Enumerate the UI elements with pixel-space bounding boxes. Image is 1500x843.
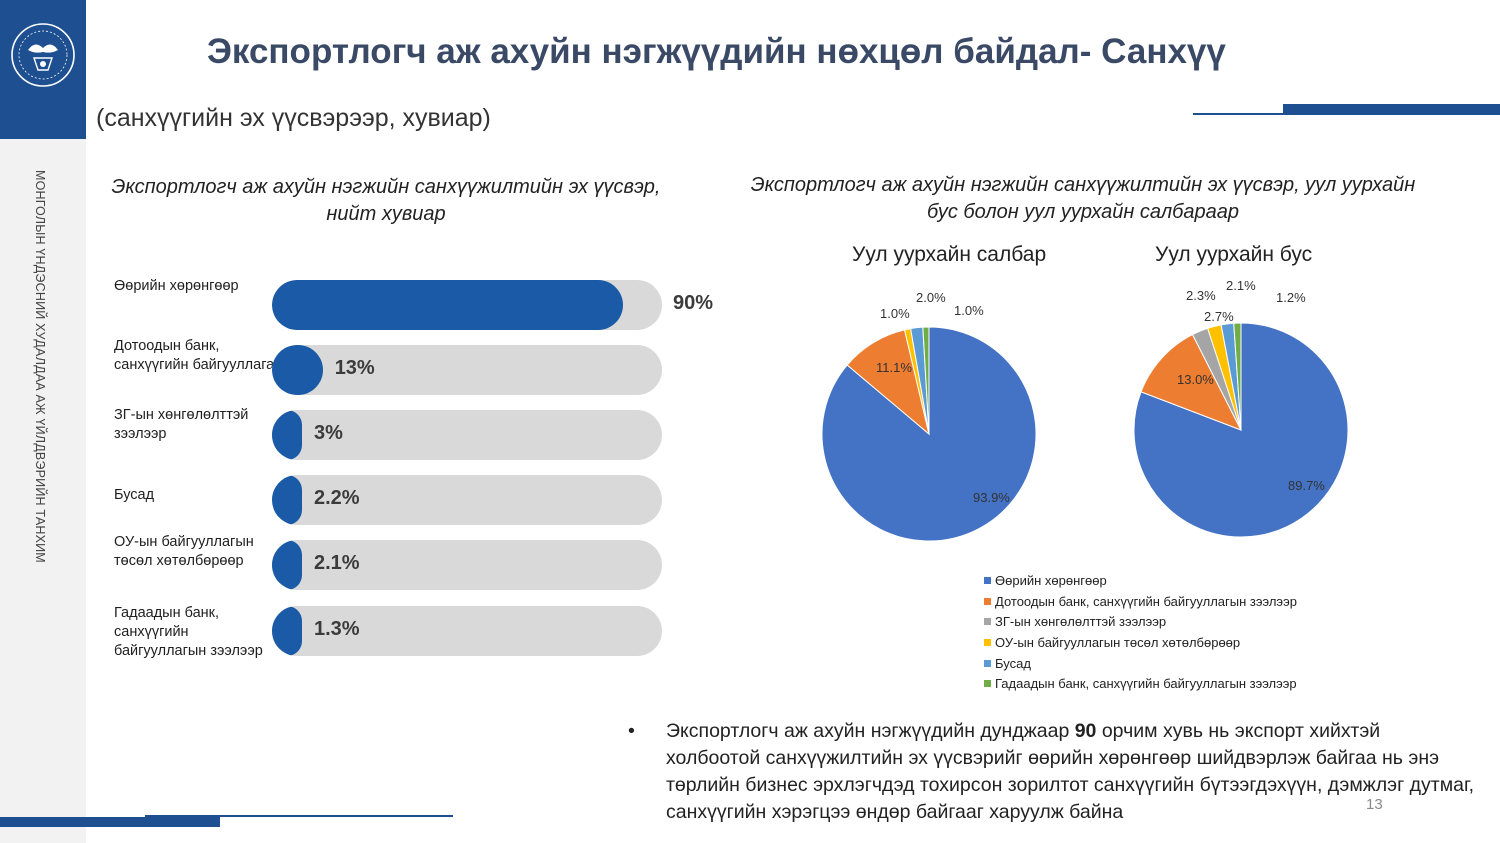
legend-swatch — [984, 659, 991, 667]
bar-value-label: 13% — [334, 357, 375, 379]
legend-label: ЗГ-ын хөнгөлөлттэй зээлээр — [995, 614, 1167, 630]
legend-swatch — [984, 618, 991, 626]
bar-value-label: 2.1% — [314, 552, 360, 574]
bar-category-label: Өөрийн хөрөнгөөр — [114, 278, 239, 294]
note-bullet: • — [628, 720, 635, 742]
pie-slice-label: 2.7% — [1204, 309, 1234, 324]
pie-charts: 93.9% 11.1% 1.0% 2.0% 1.0% 89.7% 13.0% 2.7% 2.3%… — [821, 278, 1349, 542]
bar — [272, 345, 323, 395]
note-text-end: орчим хувь нь экспорт хийхтэй холбоотой … — [666, 720, 1475, 823]
legend-item: Бусад — [984, 653, 1297, 674]
bar-value-label: 90% — [673, 292, 714, 314]
bar-value-label: 3% — [314, 422, 343, 444]
pie-slice-label: 2.0% — [916, 290, 946, 305]
bar-category-label: Бусад — [114, 487, 155, 503]
legend-label: Дотоодын банк, санхүүгийн байгууллагын з… — [995, 593, 1297, 609]
legend-label: Гадаадын банк, санхүүгийн байгууллагын з… — [995, 676, 1297, 692]
note-text: Экспортлогч аж ахуйн нэгжүүдийн дунджаар… — [666, 718, 1476, 826]
bar — [272, 606, 302, 656]
legend-swatch — [984, 680, 991, 688]
bar — [272, 540, 302, 590]
legend-label: ОУ-ын байгууллагын төсөл хөтөлбөрөөр — [995, 634, 1241, 650]
bar-track — [272, 540, 662, 590]
bar — [272, 280, 623, 330]
organization-logo — [11, 23, 75, 87]
pie-legend: Өөрийн хөрөнгөөр Дотоодын банк, санхүүгий… — [984, 570, 1297, 694]
title-underline-thick — [1283, 104, 1500, 115]
bar-category-label: ЗГ-ын хөнгөлөлттэй зээлээр — [114, 407, 249, 442]
legend-item: Гадаадын банк, санхүүгийн байгууллагын з… — [984, 673, 1297, 694]
footer-line-thin — [145, 815, 453, 817]
bar — [272, 410, 302, 460]
pie-slice — [821, 326, 1037, 542]
bar-track — [272, 280, 662, 330]
legend-swatch — [984, 597, 991, 605]
legend-item: ЗГ-ын хөнгөлөлттэй зээлээр — [984, 611, 1297, 632]
pie-slice-label: 89.7% — [1288, 478, 1325, 493]
bar-value-label: 1.3% — [314, 618, 360, 640]
bar — [272, 475, 302, 525]
logo-box — [0, 0, 86, 139]
pie-slice-label: 1.0% — [880, 306, 910, 321]
title-underline-thin — [1193, 113, 1283, 115]
bar-track — [272, 606, 662, 656]
legend-swatch — [984, 576, 991, 584]
page-title: Экспортлогч аж ахуйн нэгжүүдийн нөхцөл б… — [207, 32, 1226, 71]
pie-slice — [1140, 333, 1243, 431]
pie-slice-label: 11.1% — [876, 360, 912, 375]
side-strip — [0, 0, 86, 843]
note-text-bold: 90 — [1074, 720, 1097, 742]
legend-label: Өөрийн хөрөнгөөр — [995, 572, 1107, 588]
pie-slice-label: 1.2% — [1276, 290, 1306, 305]
page-number: 13 — [1366, 796, 1383, 813]
bar-track — [272, 410, 662, 460]
pie-chart-title: Экспортлогч аж ахуйн нэгжийн санхүүжилти… — [750, 174, 1416, 223]
footer-line-thick — [0, 817, 220, 827]
legend-swatch — [984, 638, 991, 646]
pie-slice — [1233, 322, 1242, 431]
pie-title-non-mining: Уул уурхайн бус — [1155, 243, 1313, 266]
pie-slice-label: 2.1% — [1226, 278, 1256, 293]
legend-item: Өөрийн хөрөнгөөр — [984, 570, 1297, 591]
bar-category-label: Дотоодын банк, санхүүгийн байгууллага — [114, 338, 275, 373]
page-subtitle: (санхүүгийн эх үүсвэрээр, хувиар) — [96, 104, 491, 132]
bar-track — [272, 345, 662, 395]
legend-item: ОУ-ын байгууллагын төсөл хөтөлбөрөөр — [984, 632, 1297, 653]
legend-label: Бусад — [995, 655, 1031, 671]
note-text-start: Экспортлогч аж ахуйн нэгжүүдийн дунджаар — [666, 720, 1075, 742]
organization-side-label: МОНГОЛЫН ҮНДЭСНИЙ ХУДАЛДАА АЖ ҮЙЛДВЭРИЙН… — [33, 170, 47, 563]
pie-slice-label: 13.0% — [1177, 372, 1214, 387]
pie-slice-label: 93.9% — [973, 490, 1010, 505]
pie-slice-label: 1.0% — [954, 303, 984, 318]
pie-title-mining: Уул уурхайн салбар — [852, 243, 1047, 266]
bar-value-label: 2.2% — [314, 487, 360, 509]
pie-slice — [922, 326, 930, 435]
bar-track — [272, 475, 662, 525]
bar-chart-title: Экспортлогч аж ахуйн нэгжийн санхүүжилти… — [111, 176, 661, 225]
pie-slice-label: 2.3% — [1186, 288, 1216, 303]
bar-category-label: ОУ-ын байгууллагын төсөл хөтөлбөрөөр — [114, 534, 254, 569]
legend-item: Дотоодын банк, санхүүгийн байгууллагын з… — [984, 591, 1297, 612]
bar-category-label: Гадаадын банк, санхүүгийн байгууллагын з… — [114, 605, 263, 659]
